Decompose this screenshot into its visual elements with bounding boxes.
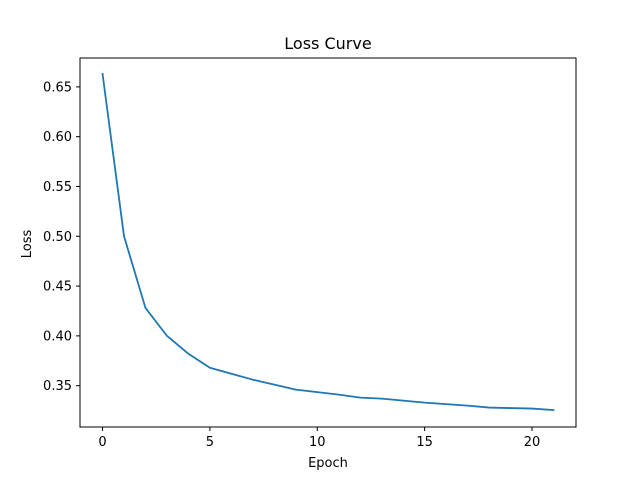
chart-title: Loss Curve <box>284 34 371 53</box>
y-axis-ticks: 0.35 0.40 0.45 0.50 0.55 0.60 0.65 <box>43 80 80 394</box>
plot-frame <box>79 57 577 428</box>
plot-area <box>101 72 555 412</box>
x-tick-label: 0 <box>98 435 106 450</box>
y-tick-label: 0.35 <box>43 379 72 394</box>
y-tick-label: 0.40 <box>43 329 72 344</box>
y-axis-label: Loss <box>20 230 35 259</box>
x-axis-label: Epoch <box>308 456 348 471</box>
y-tick-label: 0.60 <box>43 130 72 145</box>
y-tick-label: 0.45 <box>43 280 72 295</box>
y-tick-label: 0.55 <box>43 180 72 195</box>
y-tick-label: 0.50 <box>43 230 72 245</box>
x-tick-label: 20 <box>524 435 541 450</box>
y-tick-label: 0.65 <box>43 80 72 95</box>
x-tick-label: 5 <box>206 435 214 450</box>
x-tick-label: 10 <box>309 435 326 450</box>
x-axis-ticks: 0 5 10 15 20 <box>98 427 540 450</box>
loss-series-line <box>101 72 555 412</box>
x-tick-label: 15 <box>416 435 433 450</box>
